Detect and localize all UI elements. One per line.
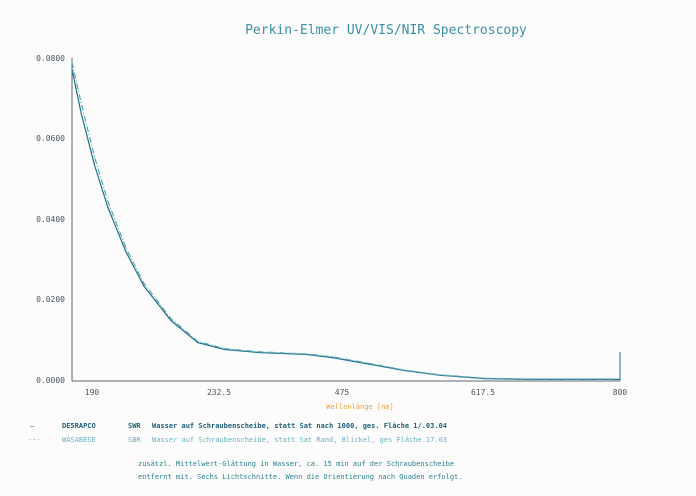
y-tick-label: 0.0800 <box>36 54 65 63</box>
x-tick-label: 800 <box>613 388 628 397</box>
data-point <box>71 68 73 70</box>
data-point <box>197 340 199 342</box>
data-point <box>305 353 307 355</box>
legend-marker: — <box>30 422 35 430</box>
data-point <box>574 378 576 380</box>
data-point <box>170 319 172 321</box>
legend-text: Wasser auf Schraubenscheibe, statt Sat R… <box>152 436 447 444</box>
y-tick-label: 0.0200 <box>36 295 65 304</box>
data-point <box>403 369 405 371</box>
data-point <box>80 111 82 114</box>
legend-tag: SBR <box>128 436 141 444</box>
data-point <box>143 282 145 284</box>
series-line-1 <box>71 61 620 380</box>
data-point <box>93 164 96 166</box>
legend-id: WASABESE <box>62 436 96 444</box>
data-point <box>71 61 73 63</box>
legend: — DE5RAPCO SWR Wasser auf Schraubenschei… <box>28 422 463 481</box>
data-point <box>484 377 486 379</box>
y-tick-label: 0.0400 <box>36 215 65 224</box>
data-point <box>80 101 82 103</box>
series-1 <box>71 61 621 380</box>
legend-tag: SWR <box>128 422 141 430</box>
chart-title: Perkin-Elmer UV/VIS/NIR Spectroscopy <box>245 23 527 38</box>
data-point <box>93 156 96 158</box>
data-point <box>331 356 334 358</box>
x-tick-label: 232.5 <box>207 388 231 397</box>
data-point <box>224 348 226 350</box>
legend-note: entfernt mit. Sechs Lichtschnitte. Wenn … <box>138 473 463 481</box>
y-tick-label: 0.0000 <box>36 376 65 385</box>
data-point <box>125 251 127 253</box>
data-point <box>170 317 172 319</box>
data-point <box>197 342 199 344</box>
x-axis: 190 232.5 475 617.5 800 Wellenlänge [nm] <box>72 380 628 411</box>
data-point <box>439 374 441 376</box>
x-tick-label: 617.5 <box>471 388 495 397</box>
data-point <box>125 247 127 249</box>
legend-text: Wasser auf Schraubenscheibe, statt Sat n… <box>152 422 447 430</box>
x-tick-label: 475 <box>335 388 350 397</box>
series-0 <box>71 68 621 380</box>
data-point <box>529 378 531 380</box>
data-point <box>367 362 370 364</box>
y-axis: 0.0800 0.0600 0.0400 0.0200 0.0000 <box>36 54 73 385</box>
x-tick-label: 190 <box>85 388 100 397</box>
data-point <box>260 351 262 353</box>
x-axis-label: Wellenlänge [nm] <box>326 403 393 411</box>
legend-id: DE5RAPCO <box>62 422 96 430</box>
series-layer <box>71 61 621 380</box>
y-tick-label: 0.0600 <box>36 134 65 143</box>
data-point <box>107 206 109 208</box>
data-point <box>107 200 109 202</box>
legend-marker: -·- <box>28 436 41 444</box>
data-point <box>143 285 145 287</box>
legend-note: zusätzl. Mittelwert-Glättung in Wasser, … <box>138 460 454 468</box>
series-line-0 <box>71 69 620 380</box>
